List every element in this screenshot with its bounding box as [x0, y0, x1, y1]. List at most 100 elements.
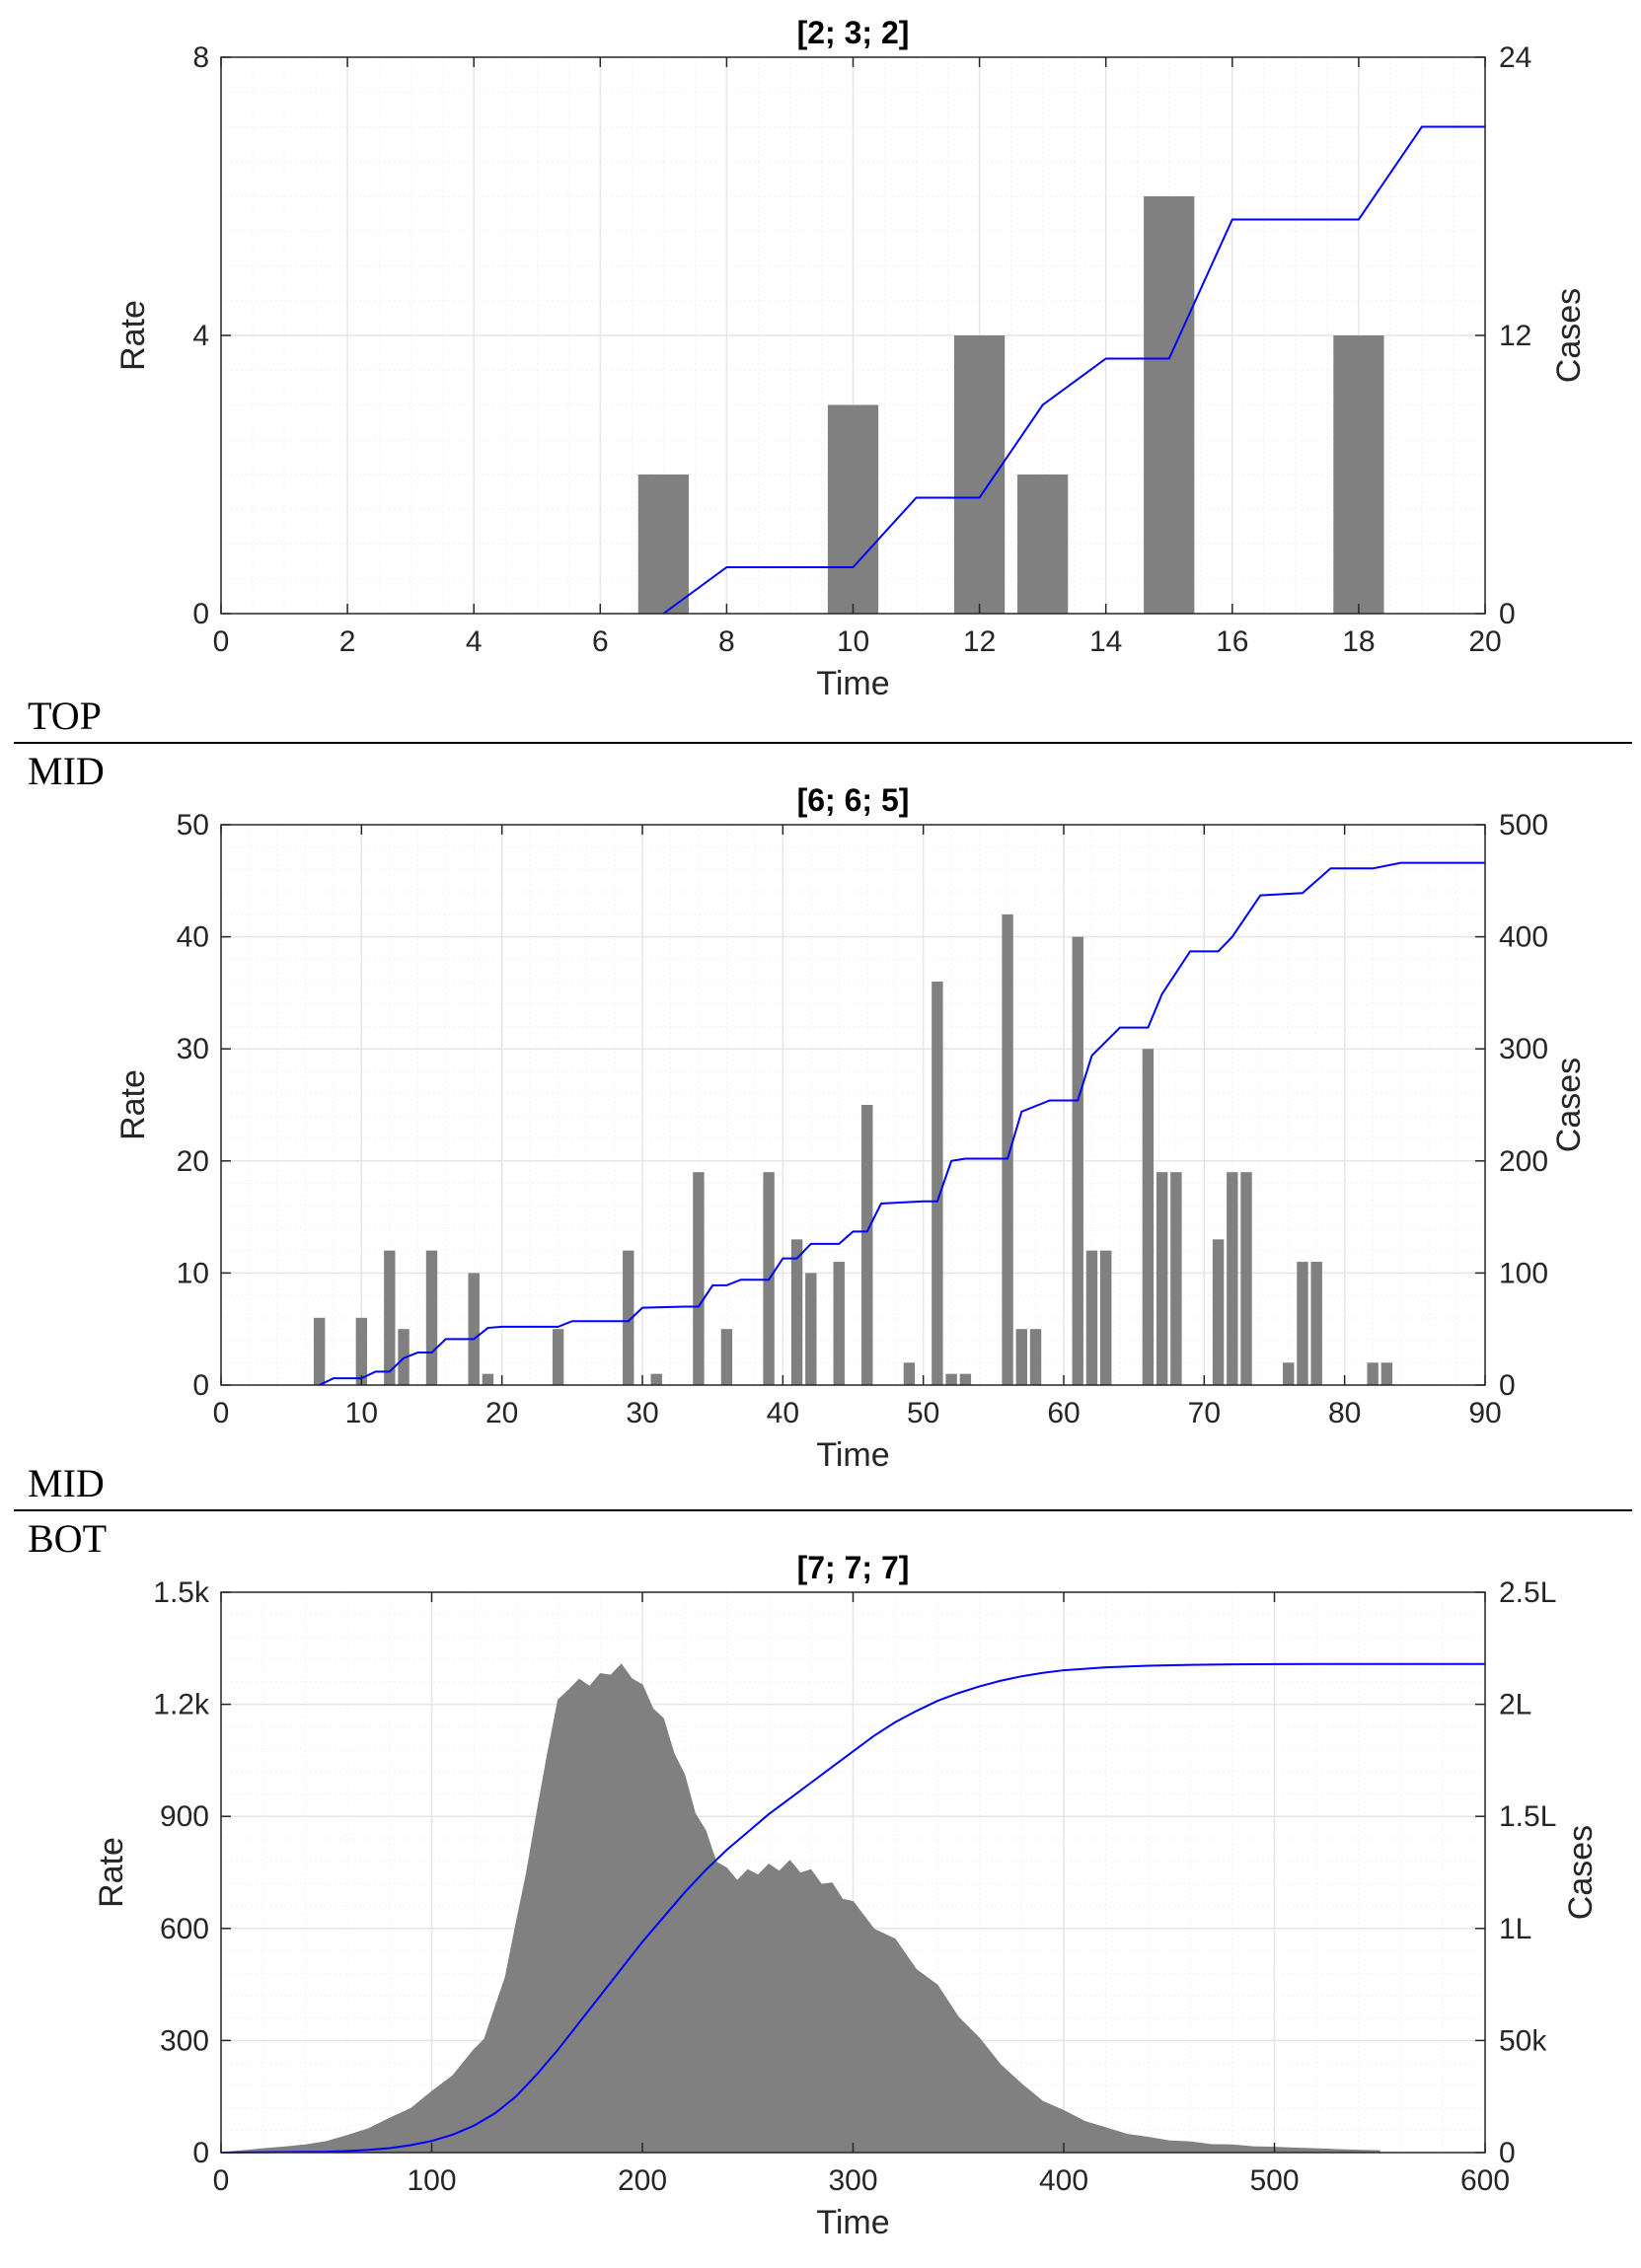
x-axis-label: Time — [816, 1436, 889, 1474]
y-tick-label: 20 — [177, 1145, 209, 1178]
y-right-tick-label: 12 — [1499, 320, 1531, 352]
bar — [1212, 1239, 1225, 1385]
cumulative-cases-line — [220, 1662, 1485, 2154]
bar — [1297, 1262, 1308, 1385]
plot-area — [221, 825, 1485, 1385]
bar — [827, 404, 879, 614]
x-axis: 0 2 4 6 8 10 12 14 16 18 20 — [213, 57, 1502, 658]
bar — [959, 1373, 972, 1385]
cumulative-cases-line — [319, 861, 1485, 1386]
y-right-axis-label: Cases — [1550, 288, 1588, 383]
bar — [313, 1317, 326, 1385]
bar — [355, 1317, 368, 1385]
bar — [1015, 1329, 1027, 1385]
y-right-tick-label: 50k — [1499, 2024, 1547, 2057]
y-right-tick-label: 0 — [1499, 598, 1516, 630]
chart-mid: 0 10 20 30 40 50 60 70 80 90010203040500100200300… — [114, 782, 1588, 1474]
chart-title: [2; 3; 2] — [797, 15, 910, 50]
bar — [1085, 1250, 1098, 1385]
y-right-tick-label: 2L — [1499, 1689, 1531, 1721]
x-axis: 0 10 20 30 40 50 60 70 80 90 — [213, 825, 1502, 1429]
cumulative-cases-line — [662, 125, 1485, 615]
y-right-tick-label: 0 — [1499, 2137, 1516, 2169]
bar — [945, 1373, 957, 1385]
bar — [1333, 335, 1384, 614]
y-tick-label: 900 — [160, 1800, 209, 1833]
x-tick-label: 6 — [592, 625, 609, 658]
bar — [1380, 1362, 1393, 1385]
y-right-tick-label: 1.5L — [1499, 1800, 1556, 1833]
bar — [650, 1373, 662, 1385]
x-tick-label: 16 — [1216, 625, 1248, 658]
axes-box — [220, 824, 1486, 1386]
bar — [790, 1239, 803, 1385]
section-label-bot: BOT — [28, 1516, 107, 1561]
bar — [1017, 475, 1069, 614]
section-divider-2 — [14, 1509, 1632, 1511]
bar — [932, 982, 943, 1385]
bar — [468, 1273, 480, 1385]
y-axis-label: Rate — [114, 300, 152, 371]
y-tick-label: 4 — [192, 320, 209, 352]
y-tick-label: 1.2k — [153, 1689, 210, 1721]
y-tick-label: 8 — [192, 41, 209, 74]
x-tick-label: 14 — [1089, 625, 1122, 658]
bar — [398, 1329, 410, 1385]
x-tick-label: 200 — [618, 2164, 667, 2197]
x-tick-label: 60 — [1047, 1397, 1080, 1429]
x-tick-label: 10 — [345, 1397, 378, 1429]
y-tick-label: 300 — [160, 2024, 209, 2057]
y-axis-right: 0 50k 1L 1.5L 2L 2.5L — [1475, 1576, 1556, 2169]
bar — [1310, 1262, 1322, 1385]
x-tick-label: 20 — [1468, 625, 1501, 658]
bar — [861, 1105, 873, 1385]
x-tick-label: 100 — [407, 2164, 456, 2197]
chart-bottom: 0 100 200 300 400 500 60003006009001.2k1.5k050… — [93, 1550, 1600, 2241]
chart-title: [6; 6; 5] — [797, 782, 910, 818]
x-tick-label: 70 — [1188, 1397, 1221, 1429]
section-label-top: TOP — [28, 694, 102, 738]
x-axis-label: Time — [816, 2204, 889, 2241]
bar — [384, 1250, 396, 1385]
bars — [313, 914, 1393, 1385]
y-axis-label: Rate — [114, 1069, 152, 1140]
section-label-mid-lower: MID — [28, 1461, 105, 1505]
y-tick-label: 0 — [192, 598, 209, 630]
bar — [637, 475, 689, 614]
y-tick-label: 30 — [177, 1033, 209, 1065]
x-tick-label: 8 — [718, 625, 735, 658]
x-tick-label: 80 — [1328, 1397, 1361, 1429]
x-tick-label: 50 — [907, 1397, 939, 1429]
grid — [221, 57, 1485, 614]
chart-panel-mid: 0 10 20 30 40 50 60 70 80 90 0 10 20 30 40 50 0 100 200 300… — [0, 769, 1641, 1490]
x-tick-label: 500 — [1249, 2164, 1299, 2197]
x-tick-label: 20 — [485, 1397, 518, 1429]
y-tick-label: 600 — [160, 1913, 209, 1945]
y-tick-label: 1.5k — [153, 1576, 210, 1609]
x-tick-label: 400 — [1039, 2164, 1088, 2197]
bar — [903, 1362, 916, 1385]
bar — [1100, 1250, 1112, 1385]
bar — [1002, 914, 1013, 1385]
x-tick-label: 0 — [213, 625, 230, 658]
bar — [833, 1262, 845, 1385]
y-right-axis-label: Cases — [1562, 1825, 1600, 1920]
bars — [637, 196, 1384, 614]
y-right-tick-label: 400 — [1499, 921, 1548, 954]
x-tick-label: 0 — [213, 1397, 230, 1429]
grid — [221, 825, 1485, 1385]
y-tick-label: 0 — [192, 1369, 209, 1402]
chart-panel-top: 0 2 4 6 8 10 12 14 16 18 20 0 4 8 0 12 24 [2; 3; 2] Time Ra… — [0, 0, 1641, 710]
chart-title: [7; 7; 7] — [797, 1550, 910, 1585]
bar — [1072, 936, 1083, 1385]
bar — [425, 1250, 438, 1385]
y-axis-left: 0 300 600 900 1.2k 1.5k — [153, 1576, 231, 2169]
x-tick-label: 40 — [767, 1397, 799, 1429]
bar — [1156, 1172, 1168, 1385]
bar — [1170, 1172, 1182, 1385]
bar — [1367, 1362, 1379, 1385]
y-right-tick-label: 0 — [1499, 1369, 1516, 1402]
y-axis-label: Rate — [93, 1837, 130, 1908]
bars — [220, 1663, 1380, 2154]
y-axis-right: 0 12 24 — [1475, 41, 1531, 630]
